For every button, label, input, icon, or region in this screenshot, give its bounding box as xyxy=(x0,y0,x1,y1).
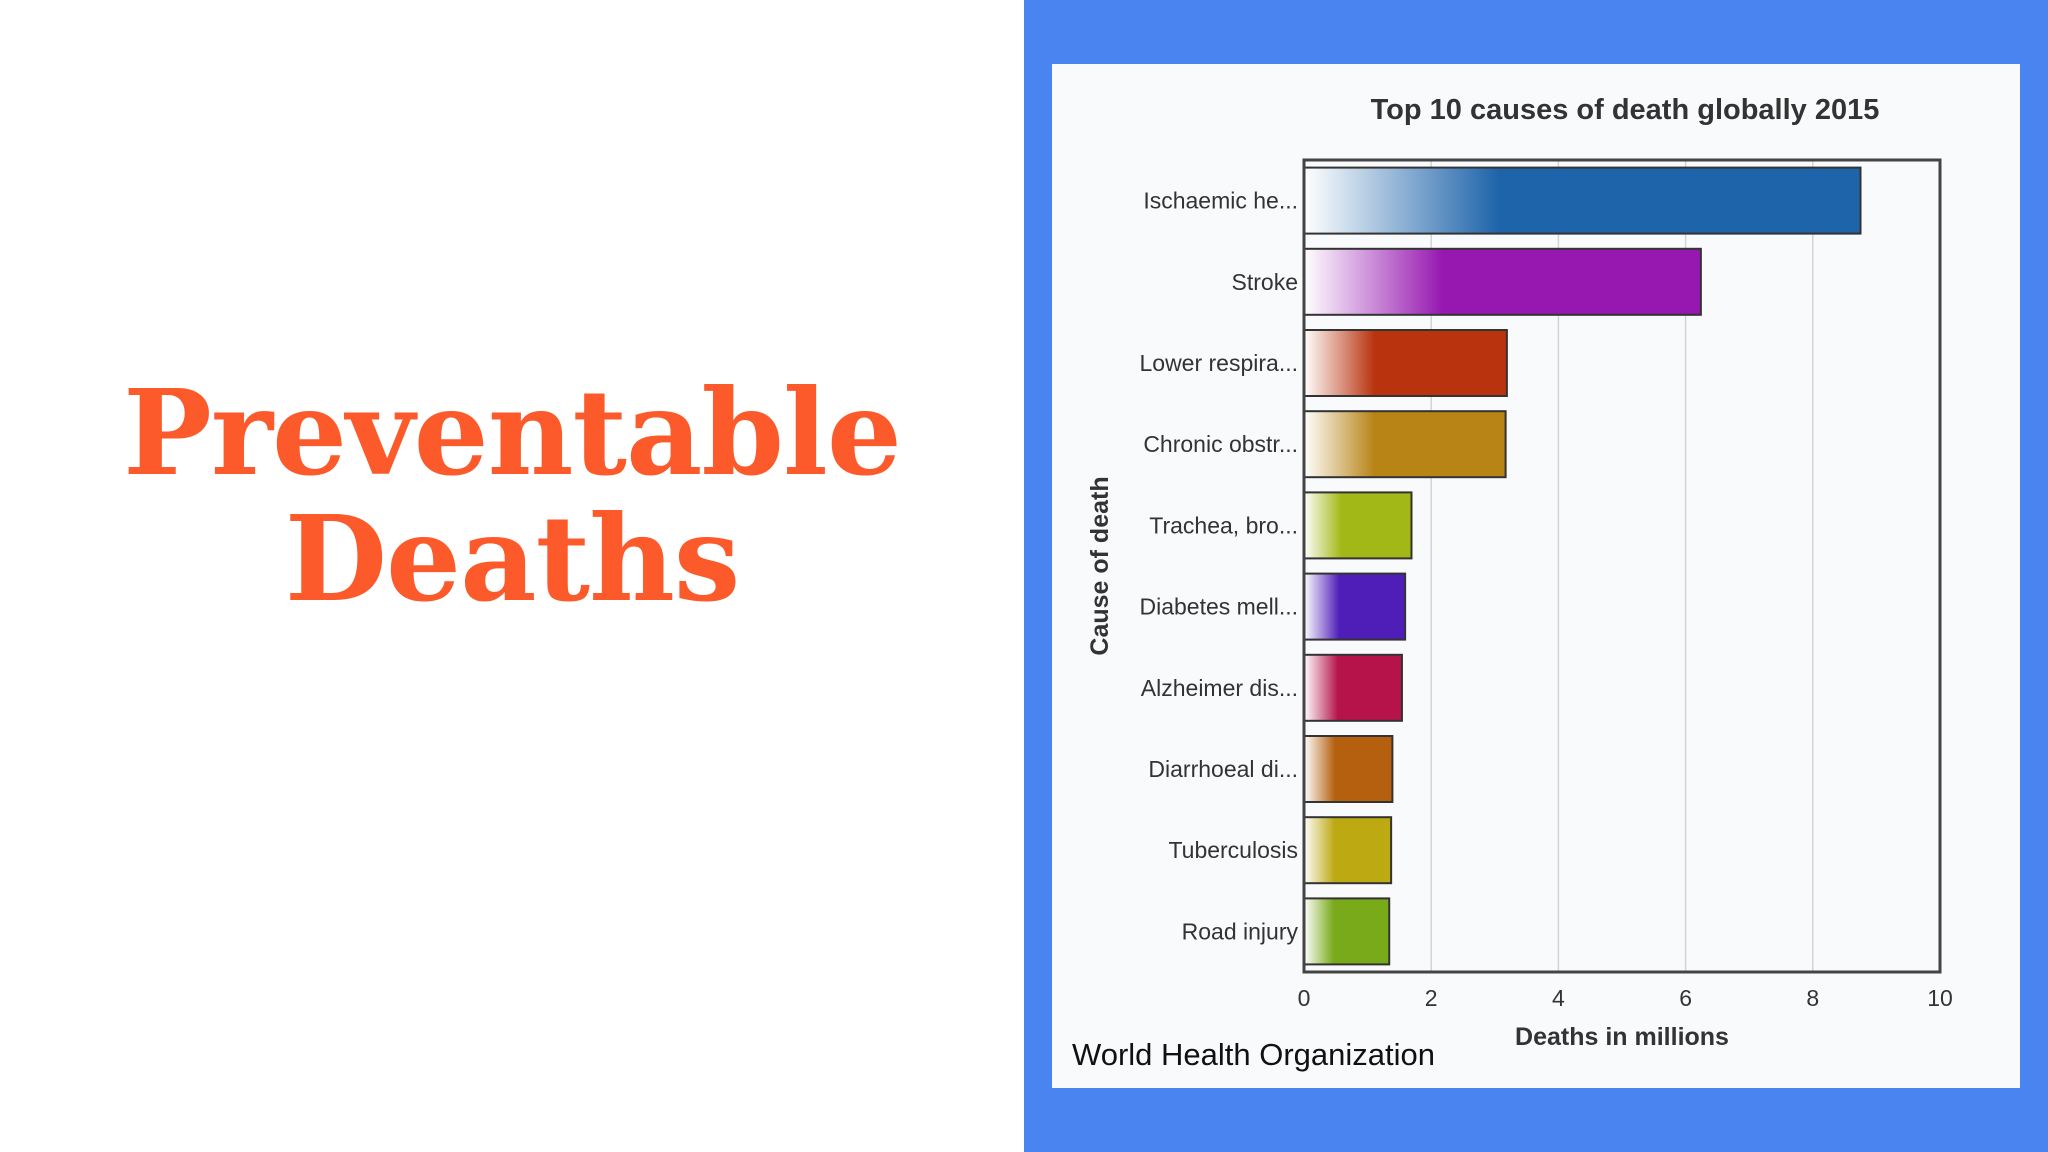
bar[interactable] xyxy=(1303,247,1702,316)
slide-title: Preventable Deaths xyxy=(123,363,902,628)
category-label: Diabetes mell... xyxy=(1139,594,1298,620)
labels: 0 2 4 6 8 10 Ischaemic he... Stroke Lower respir… xyxy=(1139,188,1952,1011)
category-label: Stroke xyxy=(1232,269,1298,295)
category-label: Chronic obstr... xyxy=(1143,431,1298,457)
x-tick-label: 8 xyxy=(1806,985,1819,1011)
chart-title: Top 10 causes of death globally 2015 xyxy=(1371,94,1880,126)
category-label: Trachea, bro... xyxy=(1149,512,1298,538)
bar[interactable] xyxy=(1303,410,1507,479)
x-tick-label: 2 xyxy=(1425,985,1438,1011)
chart-card: 0 2 4 6 8 10 Ischaemic he... Stroke Lower respir… xyxy=(1052,64,2020,1088)
category-label: Tuberculosis xyxy=(1168,837,1298,863)
category-label: Ischaemic he... xyxy=(1143,188,1298,214)
x-tick-label: 10 xyxy=(1927,985,1953,1011)
bar[interactable] xyxy=(1303,816,1393,885)
x-axis-title: Deaths in millions xyxy=(1515,1023,1729,1051)
bar-chart: 0 2 4 6 8 10 Ischaemic he... Stroke Lower respir… xyxy=(1086,94,1953,1051)
plot-frame xyxy=(1302,158,1942,974)
bar[interactable] xyxy=(1303,166,1862,235)
bar[interactable] xyxy=(1303,329,1508,397)
bar[interactable] xyxy=(1303,897,1391,966)
bars xyxy=(1303,166,1862,966)
source-credit: World Health Organization xyxy=(1072,1037,1435,1072)
bar[interactable] xyxy=(1303,572,1407,641)
x-tick-label: 4 xyxy=(1552,985,1565,1011)
category-label: Lower respira... xyxy=(1139,350,1298,376)
x-tick-label: 6 xyxy=(1679,985,1692,1011)
bar[interactable] xyxy=(1303,653,1403,722)
bar[interactable] xyxy=(1303,491,1413,560)
bar[interactable] xyxy=(1303,735,1394,803)
y-axis-title: Cause of death xyxy=(1086,476,1114,655)
plot-border xyxy=(1302,158,1942,974)
title-panel: Preventable Deaths xyxy=(123,363,902,628)
category-label: Alzheimer dis... xyxy=(1141,675,1298,701)
x-tick-label: 0 xyxy=(1298,985,1311,1011)
category-label: Diarrhoeal di... xyxy=(1148,756,1298,782)
category-label: Road injury xyxy=(1182,918,1299,944)
